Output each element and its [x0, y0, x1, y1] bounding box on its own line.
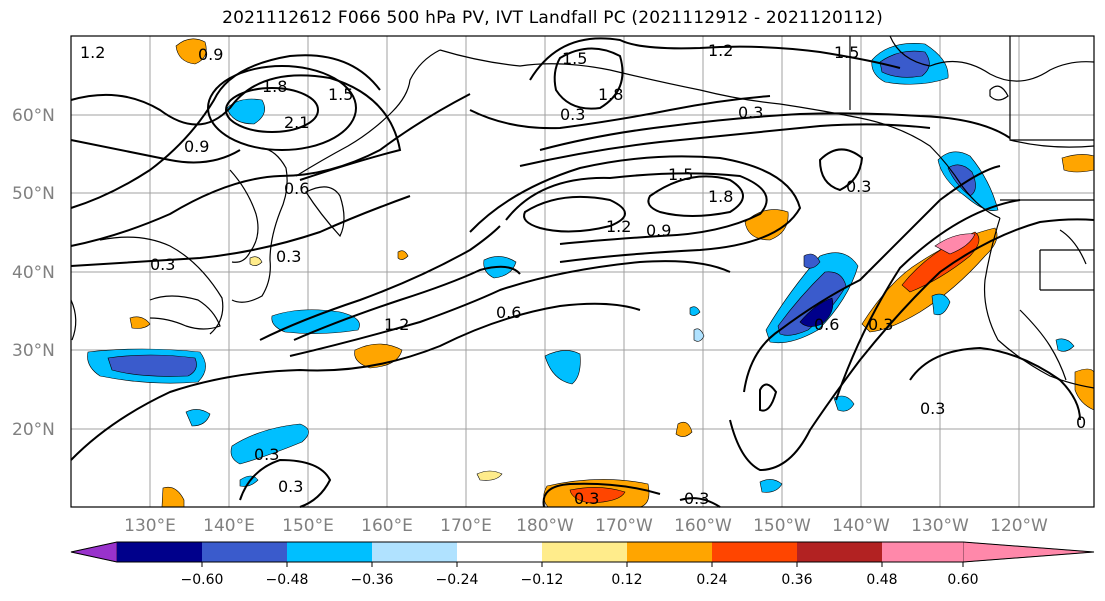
contour-label: 1.2 [708, 41, 733, 60]
lon-label: 130°W [911, 516, 969, 536]
colorbar-arrow-right [962, 541, 1095, 563]
colorbar-tick-label: 0.24 [696, 572, 727, 588]
colorbar-tick-label: −0.36 [351, 572, 394, 588]
contour-label: 0.3 [560, 105, 585, 124]
colorbar-tick-label: −0.12 [521, 572, 564, 588]
colorbar-ticks [201, 562, 964, 567]
colorbar-tick-label: 0.60 [947, 572, 978, 588]
colorbar: −0.60 −0.48 −0.36 −0.24 −0.12 0.12 0.24 … [70, 541, 1095, 588]
contour-label: 0.3 [150, 255, 175, 274]
contour-label: 0 [1076, 413, 1086, 432]
colorbar-segment [202, 542, 287, 562]
colorbar-tick-label: −0.24 [436, 572, 479, 588]
contour-label: 0.6 [496, 303, 521, 322]
contour-label: 0.6 [814, 315, 839, 334]
colorbar-segment [797, 542, 882, 562]
contour-label: 1.5 [668, 165, 693, 184]
lon-label: 160°W [674, 516, 732, 536]
colorbar-segment [542, 542, 627, 562]
lat-labels: 60°N 50°N 40°N 30°N 20°N [12, 106, 55, 440]
lon-label: 170°W [595, 516, 653, 536]
contour-label: 1.2 [80, 43, 105, 62]
colorbar-segment [457, 542, 542, 562]
lat-label: 30°N [12, 341, 55, 361]
contour-label: 0.9 [646, 221, 671, 240]
lon-label: 170°E [440, 516, 492, 536]
contour-label: 1.8 [262, 77, 287, 96]
colorbar-segment [117, 542, 202, 562]
map-area: 1.2 0.9 1.8 1.5 2.1 0.9 0.6 0.3 0.3 1.5 … [70, 35, 1095, 508]
contour-label: 0.3 [868, 315, 893, 334]
colorbar-tick-label: 0.12 [611, 572, 642, 588]
contour-label: 1.8 [708, 187, 733, 206]
lat-label: 50°N [12, 184, 55, 204]
contour-label: 0.3 [920, 399, 945, 418]
colorbar-arrow-left [70, 541, 118, 563]
contour-labels: 1.2 0.9 1.8 1.5 2.1 0.9 0.6 0.3 0.3 1.5 … [80, 41, 1086, 508]
pv-contours [70, 37, 1095, 508]
contour-label: 0.9 [198, 45, 223, 64]
lon-labels: 130°E 140°E 150°E 160°E 170°E 180°W 170°… [124, 516, 1048, 536]
colorbar-outline [70, 541, 1095, 563]
map-title: 2021112612 F066 500 hPa PV, IVT Landfall… [222, 8, 883, 28]
contour-label: 0.9 [184, 137, 209, 156]
lon-label: 120°W [990, 516, 1048, 536]
lat-label: 40°N [12, 263, 55, 283]
lon-label: 140°E [203, 516, 255, 536]
colorbar-tick-label: −0.60 [181, 572, 224, 588]
colorbar-tick-label: 0.36 [781, 572, 812, 588]
contour-label: 1.5 [328, 85, 353, 104]
contour-label: 0.3 [738, 103, 763, 122]
contour-label: 0.3 [574, 489, 599, 508]
contour-label: 0.3 [278, 477, 303, 496]
contour-label: 0.6 [284, 179, 309, 198]
colorbar-segment [627, 542, 712, 562]
map-frame [70, 35, 1095, 508]
colorbar-tick-label: −0.48 [266, 572, 309, 588]
lat-label: 20°N [12, 420, 55, 440]
coastlines [70, 35, 1095, 389]
contour-label: 1.8 [598, 85, 623, 104]
lon-label: 140°W [832, 516, 890, 536]
colorbar-segment [372, 542, 457, 562]
colorbar-tick-label: 0.48 [866, 572, 897, 588]
lon-label: 160°E [361, 516, 413, 536]
contour-label: 1.2 [384, 315, 409, 334]
colorbar-segment [287, 542, 372, 562]
colorbar-segment [882, 542, 963, 562]
contour-label: 0.3 [684, 489, 709, 508]
contour-label: 0.3 [846, 177, 871, 196]
colorbar-segment [712, 542, 797, 562]
lat-label: 60°N [12, 106, 55, 126]
contour-label: 0.3 [254, 445, 279, 464]
lon-label: 180°W [516, 516, 574, 536]
contour-label: 1.5 [834, 43, 859, 62]
contour-label: 1.2 [606, 217, 631, 236]
contour-label: 1.5 [562, 49, 587, 68]
contour-label: 2.1 [284, 113, 309, 132]
lon-label: 130°E [124, 516, 176, 536]
lon-label: 150°W [753, 516, 811, 536]
lon-label: 150°E [282, 516, 334, 536]
contour-label: 0.3 [276, 247, 301, 266]
